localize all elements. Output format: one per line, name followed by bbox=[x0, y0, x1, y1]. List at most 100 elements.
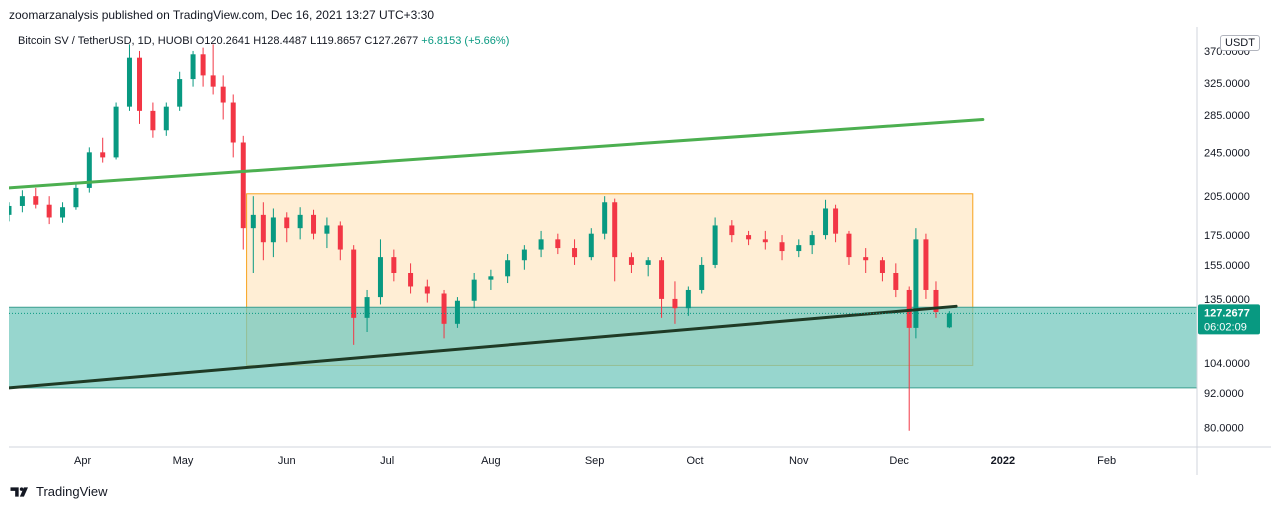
footer-branding: TradingView bbox=[10, 484, 108, 499]
candle bbox=[946, 311, 952, 329]
candle bbox=[408, 263, 414, 294]
publisher-caption: zoomarzanalysis published on TradingView… bbox=[9, 8, 435, 22]
candle bbox=[137, 50, 143, 124]
candle bbox=[163, 102, 169, 136]
candle bbox=[729, 220, 735, 243]
candle bbox=[190, 50, 196, 87]
price-tick-label: 175.0000 bbox=[1204, 230, 1250, 242]
last-price-tag: 127.2677 06:02:09 bbox=[1198, 304, 1260, 335]
candle-body bbox=[240, 142, 246, 229]
overlay-layer bbox=[9, 117, 1197, 390]
time-tick-label: Oct bbox=[686, 455, 703, 467]
candle bbox=[260, 202, 266, 261]
tradingview-logo-icon bbox=[10, 486, 28, 497]
candle bbox=[284, 212, 290, 243]
candle bbox=[441, 289, 447, 339]
candle bbox=[337, 221, 343, 261]
last-price-badge bbox=[1198, 304, 1260, 335]
time-tick-label: Jul bbox=[380, 455, 394, 467]
candle-body bbox=[230, 102, 236, 143]
countdown-label: 06:02:09 bbox=[1204, 321, 1247, 333]
candle-body bbox=[645, 260, 651, 265]
candle bbox=[863, 248, 869, 273]
candle bbox=[250, 196, 256, 273]
candle bbox=[86, 147, 92, 193]
candle-body bbox=[408, 272, 414, 287]
candle bbox=[879, 257, 885, 282]
candle-body bbox=[893, 272, 899, 290]
candle bbox=[893, 263, 899, 298]
candle bbox=[210, 44, 216, 95]
candle-body bbox=[628, 257, 634, 265]
legend-high: 128.4487 bbox=[261, 35, 308, 47]
candle-body bbox=[270, 217, 276, 243]
candle-body bbox=[762, 239, 768, 243]
candle bbox=[240, 135, 246, 250]
candle-body bbox=[391, 257, 397, 273]
candle bbox=[377, 239, 383, 305]
time-axis: Apr May Jun Jul Aug Sep Oct Nov Dec 2022 Feb bbox=[74, 455, 1116, 467]
candle bbox=[46, 196, 52, 225]
candle bbox=[846, 230, 852, 265]
candle-body bbox=[311, 214, 317, 234]
candle-body bbox=[809, 235, 815, 246]
time-tick-label: 2022 bbox=[991, 455, 1015, 467]
candle bbox=[809, 230, 815, 255]
candle-body bbox=[471, 279, 477, 301]
candle-body bbox=[505, 260, 511, 277]
time-tick-label: Jun bbox=[278, 455, 296, 467]
candle bbox=[762, 230, 768, 250]
price-tick-label: 104.0000 bbox=[1204, 358, 1250, 370]
legend-symbol: Bitcoin SV / TetherUSD, 1D, HUOBI bbox=[18, 35, 193, 47]
price-tick-label: 135.0000 bbox=[1204, 294, 1250, 306]
candle bbox=[699, 257, 705, 294]
price-tick-label: 325.0000 bbox=[1204, 78, 1250, 90]
candle bbox=[823, 199, 829, 240]
candle-body bbox=[100, 152, 106, 158]
candle-body bbox=[779, 242, 785, 252]
candle bbox=[572, 239, 578, 265]
candle bbox=[923, 233, 929, 299]
candle-body bbox=[572, 248, 578, 258]
candle-body bbox=[538, 239, 544, 250]
candle-body bbox=[823, 208, 829, 236]
candle-body bbox=[73, 187, 79, 208]
candle-body bbox=[441, 293, 447, 324]
support-trend-line bbox=[9, 304, 958, 390]
candle-body bbox=[796, 245, 802, 252]
candle-body bbox=[488, 276, 494, 280]
time-tick-label: Nov bbox=[789, 455, 809, 467]
legend-close-label: C bbox=[364, 35, 373, 47]
candle bbox=[33, 187, 39, 209]
candle bbox=[833, 204, 839, 243]
candle-body bbox=[588, 233, 594, 258]
candle bbox=[297, 207, 303, 240]
time-tick-label: Aug bbox=[481, 455, 501, 467]
resistance-trend-line bbox=[9, 117, 985, 190]
candle-body bbox=[729, 225, 735, 236]
candle bbox=[796, 239, 802, 258]
price-tick-label: 245.0000 bbox=[1204, 147, 1250, 159]
candle bbox=[538, 230, 544, 258]
candle bbox=[126, 44, 132, 111]
candle bbox=[933, 281, 939, 318]
legend-high-label: H bbox=[253, 35, 262, 47]
candle-body bbox=[220, 86, 226, 103]
candle-body bbox=[60, 207, 66, 218]
candle-body bbox=[846, 233, 852, 258]
time-tick-label: May bbox=[173, 455, 194, 467]
candle bbox=[628, 252, 634, 273]
candle-body bbox=[250, 214, 256, 229]
candle-body bbox=[46, 204, 52, 218]
candlestick-chart[interactable]: 80.0000 92.0000 104.0000 135.0000 155.0000 17… bbox=[9, 27, 1271, 475]
candle-body bbox=[33, 196, 39, 205]
candle-body bbox=[260, 214, 266, 243]
currency-unit-button[interactable]: USDT bbox=[1220, 35, 1260, 51]
time-tick-label: Apr bbox=[74, 455, 91, 467]
price-tick-label: 285.0000 bbox=[1204, 110, 1250, 122]
candle-body bbox=[150, 110, 156, 131]
candle bbox=[113, 102, 119, 160]
candle-body bbox=[712, 225, 718, 265]
candle-body bbox=[602, 202, 608, 234]
candle-body bbox=[521, 249, 527, 261]
